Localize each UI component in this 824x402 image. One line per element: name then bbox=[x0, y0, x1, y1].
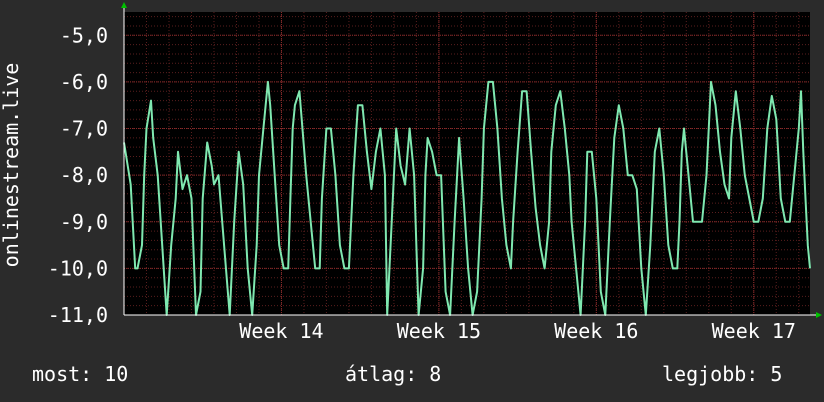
y-tick-label: -6,0 bbox=[60, 70, 108, 94]
y-tick-label: -9,0 bbox=[60, 210, 108, 234]
current-value: most: 10 bbox=[32, 362, 129, 386]
x-tick-label: Week 17 bbox=[712, 319, 796, 343]
average-value: átlag: 8 bbox=[345, 362, 442, 386]
best-value: legjobb: 5 bbox=[662, 362, 783, 386]
x-tick-label: Week 14 bbox=[239, 319, 323, 343]
x-axis-arrow-icon bbox=[816, 312, 822, 318]
y-tick-label: -11,0 bbox=[48, 303, 108, 327]
data-line bbox=[123, 80, 811, 316]
axes bbox=[121, 2, 822, 318]
series-line bbox=[123, 80, 811, 316]
y-tick-label: -7,0 bbox=[60, 117, 108, 141]
x-tick-labels: Week 14 Week 15 Week 16 Week 17 bbox=[239, 319, 796, 343]
x-tick-label: Week 15 bbox=[397, 319, 481, 343]
y-axis-arrow-icon bbox=[121, 2, 127, 8]
y-tick-labels: -5,0 -6,0 -7,0 -8,0 -9,0 -10,0 -11,0 bbox=[48, 23, 108, 327]
x-tick-label: Week 16 bbox=[554, 319, 638, 343]
y-tick-label: -5,0 bbox=[60, 23, 108, 47]
y-tick-label: -10,0 bbox=[48, 256, 108, 280]
y-tick-label: -8,0 bbox=[60, 163, 108, 187]
y-axis-label: onlinestream.live bbox=[0, 63, 23, 268]
